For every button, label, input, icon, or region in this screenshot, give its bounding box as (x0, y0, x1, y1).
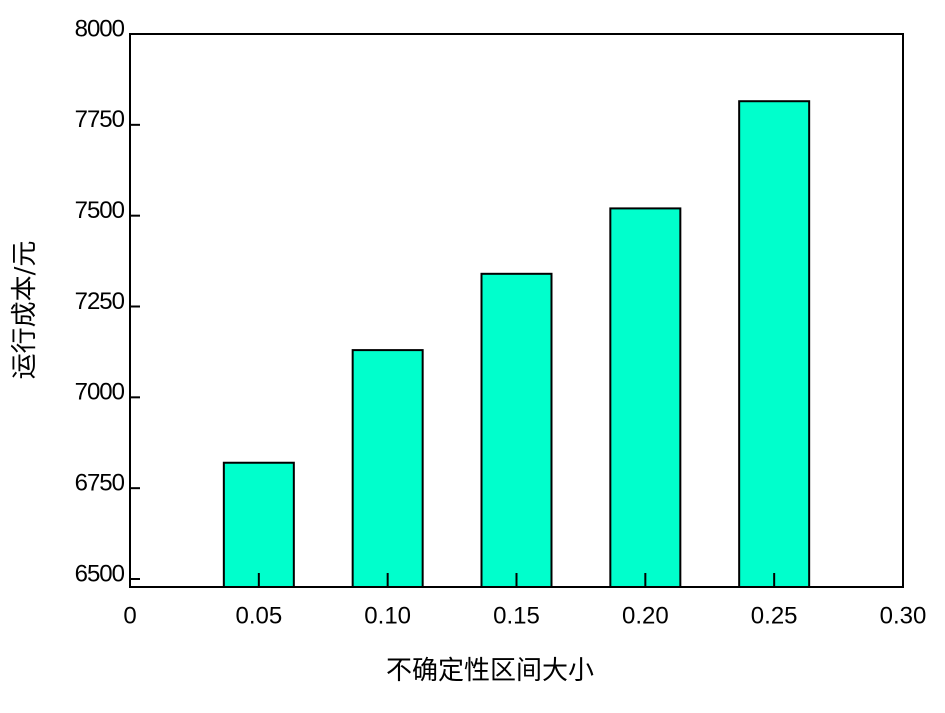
x-tick-label: 0.05 (235, 602, 282, 629)
bar (609, 207, 682, 588)
x-tick-label: 0.20 (622, 602, 669, 629)
y-tick-label: 7500 (75, 197, 125, 224)
y-axis-title: 运行成本/元 (10, 241, 40, 380)
bar (738, 100, 811, 589)
y-tick-label: 7250 (75, 288, 125, 315)
x-tick-label: 0.15 (493, 602, 540, 629)
x-axis-title: 不确定性区间大小 (386, 656, 594, 686)
x-tick-label: 0 (123, 602, 136, 629)
y-tick-label: 6500 (75, 560, 125, 587)
x-tick-label: 0.30 (880, 602, 927, 629)
bar (480, 272, 553, 588)
x-tick-label: 0.10 (364, 602, 411, 629)
x-tick-label: 0.25 (751, 602, 798, 629)
bar (222, 461, 295, 588)
y-tick-label: 6750 (75, 470, 125, 497)
y-tick-label: 7750 (75, 106, 125, 133)
y-tick-label: 7000 (75, 379, 125, 406)
bar (351, 349, 424, 589)
y-tick-label: 8000 (75, 15, 125, 42)
